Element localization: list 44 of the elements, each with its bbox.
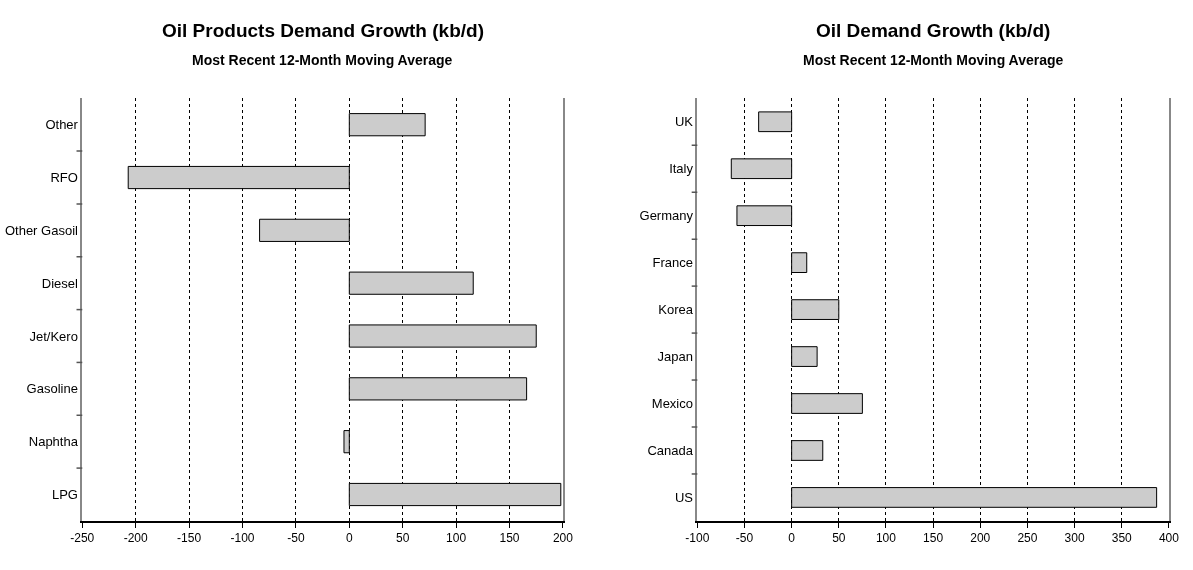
x-tick-label: 200 bbox=[552, 531, 574, 546]
y-tick-label: Canada bbox=[647, 443, 694, 459]
x-tick-label: 150 bbox=[499, 531, 520, 546]
x-tick-label: 350 bbox=[1111, 531, 1133, 546]
y-tick-label: Italy bbox=[669, 161, 694, 177]
y-tick-label: Jet/Kero bbox=[29, 328, 78, 344]
x-tick-label: 250 bbox=[1017, 531, 1038, 546]
y-tick-label: LPG bbox=[51, 487, 78, 503]
y-tick-label: Japan bbox=[657, 349, 693, 365]
y-tick-label: Other Gasoil bbox=[4, 222, 79, 238]
x-tick-label: 100 bbox=[875, 531, 897, 546]
x-tick-label: -100 bbox=[685, 531, 710, 546]
y-tick-label: Mexico bbox=[651, 396, 693, 412]
y-tick-label: UK bbox=[674, 114, 694, 130]
x-tick-label: -50 bbox=[735, 531, 754, 546]
x-tick-label: -250 bbox=[70, 531, 95, 546]
y-tick-label: Germany bbox=[639, 208, 694, 224]
y-tick-label: RFO bbox=[50, 170, 78, 186]
x-tick-label: 300 bbox=[1064, 531, 1085, 546]
x-tick-label: 0 bbox=[345, 531, 353, 546]
y-tick-label: Diesel bbox=[41, 275, 79, 291]
chart-subtitle: Most Recent 12-Month Moving Average bbox=[192, 52, 453, 68]
x-tick-label: 150 bbox=[923, 531, 944, 546]
x-tick-label: -150 bbox=[177, 531, 202, 546]
x-tick-label: 50 bbox=[396, 531, 410, 546]
bar bbox=[791, 440, 824, 461]
y-tick-label: France bbox=[652, 255, 693, 271]
x-tick-label: 50 bbox=[832, 531, 846, 546]
y-tick-label: Korea bbox=[658, 302, 694, 318]
y-tick-label: Other bbox=[45, 117, 79, 133]
chart-title: Oil Products Demand Growth (kb/d) bbox=[162, 20, 484, 41]
x-tick-label: 100 bbox=[446, 531, 467, 546]
chart-subtitle: Most Recent 12-Month Moving Average bbox=[803, 52, 1064, 68]
y-tick-label: Gasoline bbox=[26, 381, 78, 397]
x-tick-label: -50 bbox=[287, 531, 305, 546]
x-tick-label: -100 bbox=[230, 531, 255, 546]
x-tick-label: -200 bbox=[123, 531, 149, 546]
x-tick-label: 200 bbox=[970, 531, 991, 546]
x-tick-label: 400 bbox=[1158, 531, 1180, 546]
bar bbox=[730, 158, 793, 180]
y-tick-label: US bbox=[674, 489, 694, 505]
chart-title: Oil Demand Growth (kb/d) bbox=[816, 20, 1051, 41]
x-tick-label: 0 bbox=[788, 531, 796, 546]
y-tick-label: Naphtha bbox=[28, 434, 79, 450]
